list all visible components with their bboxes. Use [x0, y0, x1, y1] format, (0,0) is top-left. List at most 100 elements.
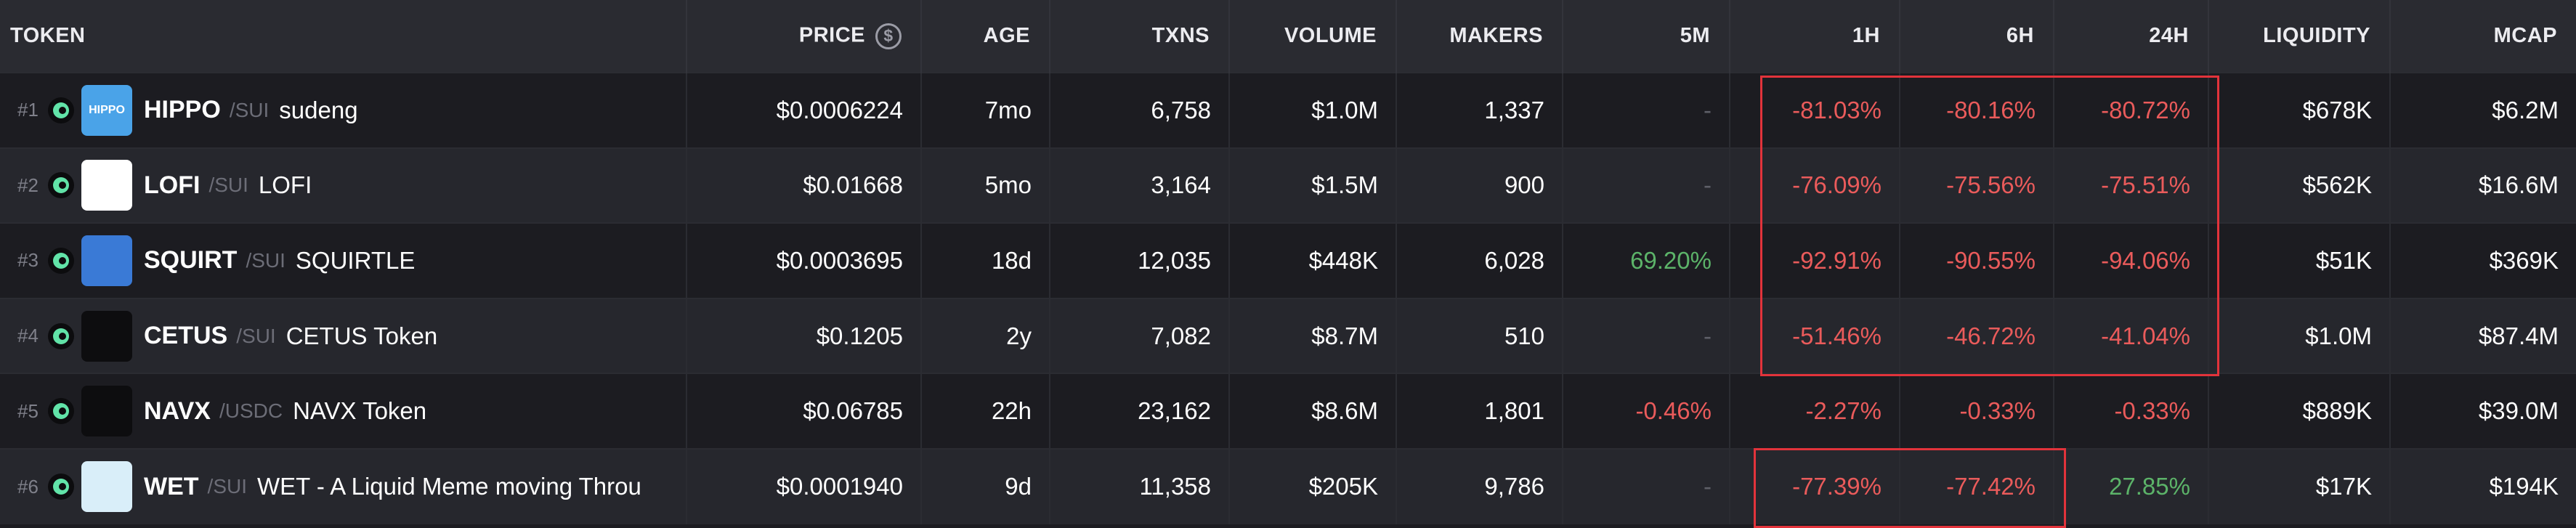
- age-cell: 9d: [921, 448, 1050, 524]
- table-row[interactable]: #1 HIPPO HIPPO/SUI sudeng $0.0006224 7mo 6,758…: [0, 73, 2576, 148]
- rank-label: #1: [17, 99, 39, 121]
- token-name: sudeng: [279, 96, 358, 123]
- token-symbol: HIPPO: [144, 96, 221, 124]
- change-1h-cell: -2.27%: [1730, 373, 1900, 449]
- table-header-row: TOKEN PRICE $ AGE TXNS VOLUME MAKERS 5M 1…: [0, 0, 2576, 73]
- change-5m-cell: -: [1563, 448, 1730, 524]
- change-1h-cell: -51.46%: [1730, 298, 1900, 374]
- makers-cell: 6,028: [1396, 223, 1563, 298]
- price-cell: $0.0001940: [686, 448, 922, 524]
- change-6h-cell: -75.56%: [1900, 147, 2054, 224]
- token-symbol: CETUS: [144, 322, 228, 350]
- change-5m-cell: -: [1563, 147, 1730, 224]
- txns-cell: 11,358: [1050, 448, 1230, 524]
- column-header-age[interactable]: AGE: [921, 0, 1050, 73]
- rank-label: #5: [17, 399, 39, 422]
- lofi-logo-icon: [81, 160, 132, 211]
- sui-chain-icon: [48, 247, 74, 274]
- token-cell[interactable]: #4 CETUS/SUI CETUS Token: [0, 298, 687, 374]
- currency-toggle-icon[interactable]: $: [875, 23, 902, 49]
- token-info: #2 LOFI/SUI LOFI: [17, 160, 685, 211]
- pair-quote: /SUI: [246, 248, 285, 272]
- change-6h-cell: -90.55%: [1900, 223, 2054, 298]
- txns-cell: 12,035: [1050, 223, 1230, 298]
- column-header-txns[interactable]: TXNS: [1050, 0, 1230, 73]
- token-cell[interactable]: #1 HIPPO HIPPO/SUI sudeng: [0, 73, 687, 148]
- column-header-liquidity[interactable]: LIQUIDITY: [2208, 0, 2391, 73]
- token-name: CETUS Token: [285, 322, 438, 349]
- sui-chain-icon: [48, 474, 74, 500]
- liquidity-cell: $51K: [2208, 223, 2391, 298]
- cetus-logo-icon: [81, 310, 132, 362]
- logo-text: HIPPO: [89, 103, 125, 116]
- txns-cell: 3,164: [1050, 147, 1230, 224]
- table-row[interactable]: #4 CETUS/SUI CETUS Token $0.1205 2y 7,082 $8.7…: [0, 298, 2576, 374]
- volume-cell: $1.5M: [1229, 147, 1397, 224]
- price-cell: $0.0006224: [686, 73, 922, 148]
- volume-cell: $8.7M: [1229, 298, 1397, 374]
- column-header-mcap[interactable]: MCAP: [2493, 24, 2557, 47]
- token-cell[interactable]: #5 NAVX/USDC NAVX Token: [0, 373, 687, 449]
- column-header-24h[interactable]: 24H: [2054, 0, 2209, 73]
- column-header-volume[interactable]: VOLUME: [1229, 0, 1397, 73]
- pair-quote: /SUI: [236, 324, 276, 347]
- change-5m-cell: -: [1563, 298, 1730, 374]
- pair-quote: /SUI: [229, 98, 270, 121]
- token-cell[interactable]: #3 SQUIRT/SUI SQUIRTLE: [0, 223, 687, 298]
- volume-cell: $448K: [1229, 223, 1397, 298]
- pair-quote: /USDC: [219, 399, 283, 423]
- column-header-5m[interactable]: 5M: [1563, 0, 1730, 73]
- liquidity-cell: $678K: [2208, 73, 2391, 148]
- age-cell: 2y: [921, 298, 1050, 374]
- makers-cell: 510: [1396, 298, 1563, 374]
- token-info: #1 HIPPO HIPPO/SUI sudeng: [17, 84, 685, 136]
- liquidity-cell: $562K: [2208, 147, 2391, 224]
- column-header-6h[interactable]: 6H: [1900, 0, 2054, 73]
- volume-cell: $1.0M: [1229, 73, 1397, 148]
- txns-cell: 6,758: [1050, 73, 1230, 148]
- column-header-makers[interactable]: MAKERS: [1396, 0, 1563, 73]
- table-row[interactable]: #5 NAVX/USDC NAVX Token $0.06785 22h 23,162 $8…: [0, 373, 2576, 449]
- token-info: #3 SQUIRT/SUI SQUIRTLE: [17, 235, 685, 286]
- wet-logo-icon: [81, 461, 132, 513]
- change-1h-cell: -81.03%: [1730, 73, 1900, 148]
- token-cell[interactable]: #6 WET/SUI WET - A Liquid Meme moving Thro…: [0, 448, 687, 524]
- change-6h-cell: -0.33%: [1900, 373, 2054, 449]
- pair-quote: /SUI: [207, 475, 248, 498]
- column-header-price[interactable]: PRICE $: [686, 0, 922, 73]
- sui-chain-icon: [48, 322, 74, 349]
- price-cell: $0.1205: [686, 298, 922, 374]
- sui-chain-icon: [48, 97, 74, 123]
- navx-logo-icon: [81, 386, 132, 437]
- mcap-cell: $194K: [2489, 473, 2559, 500]
- mcap-cell: $6.2M: [2492, 96, 2559, 123]
- mcap-cell: $87.4M: [2478, 322, 2559, 349]
- makers-cell: 1,337: [1396, 73, 1563, 148]
- sui-chain-icon: [48, 398, 74, 425]
- volume-cell: $205K: [1229, 448, 1397, 524]
- change-24h-cell: -0.33%: [2054, 373, 2209, 449]
- token-symbol: SQUIRT: [144, 246, 238, 275]
- column-header-1h[interactable]: 1H: [1730, 0, 1900, 73]
- token-name: WET - A Liquid Meme moving Throu: [257, 473, 641, 500]
- column-header-token[interactable]: TOKEN: [0, 0, 687, 73]
- rank-label: #4: [17, 325, 39, 347]
- token-symbol: LOFI: [144, 171, 201, 199]
- sui-chain-icon: [48, 172, 74, 199]
- token-symbol: WET: [144, 472, 199, 500]
- token-info: #6 WET/SUI WET - A Liquid Meme moving Thro…: [17, 461, 685, 513]
- makers-cell: 9,786: [1396, 448, 1563, 524]
- makers-cell: 1,801: [1396, 373, 1563, 449]
- token-info: #5 NAVX/USDC NAVX Token: [17, 386, 685, 437]
- change-1h-cell: -76.09%: [1730, 147, 1900, 224]
- table-body: #1 HIPPO HIPPO/SUI sudeng $0.0006224 7mo 6,758…: [0, 73, 2576, 524]
- table-row[interactable]: #3 SQUIRT/SUI SQUIRTLE $0.0003695 18d 12,035 $…: [0, 223, 2576, 298]
- age-cell: 22h: [921, 373, 1050, 449]
- table-row[interactable]: #2 LOFI/SUI LOFI $0.01668 5mo 3,164 $1.5M 900- -…: [0, 147, 2576, 224]
- table-row[interactable]: #6 WET/SUI WET - A Liquid Meme moving Thro…: [0, 448, 2576, 524]
- token-cell[interactable]: #2 LOFI/SUI LOFI: [0, 147, 687, 224]
- txns-cell: 7,082: [1050, 298, 1230, 374]
- price-cell: $0.06785: [686, 373, 922, 449]
